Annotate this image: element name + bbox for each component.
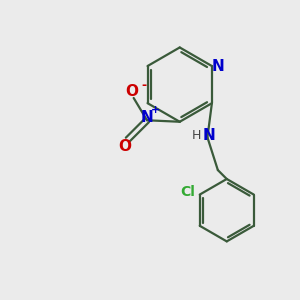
Text: Cl: Cl — [180, 185, 195, 199]
Text: N: N — [212, 58, 225, 74]
Text: O: O — [118, 139, 131, 154]
Text: O: O — [126, 84, 139, 99]
Text: H: H — [191, 129, 201, 142]
Text: N: N — [202, 128, 215, 143]
Text: +: + — [151, 105, 160, 115]
Text: -: - — [141, 79, 146, 92]
Text: N: N — [141, 110, 153, 125]
